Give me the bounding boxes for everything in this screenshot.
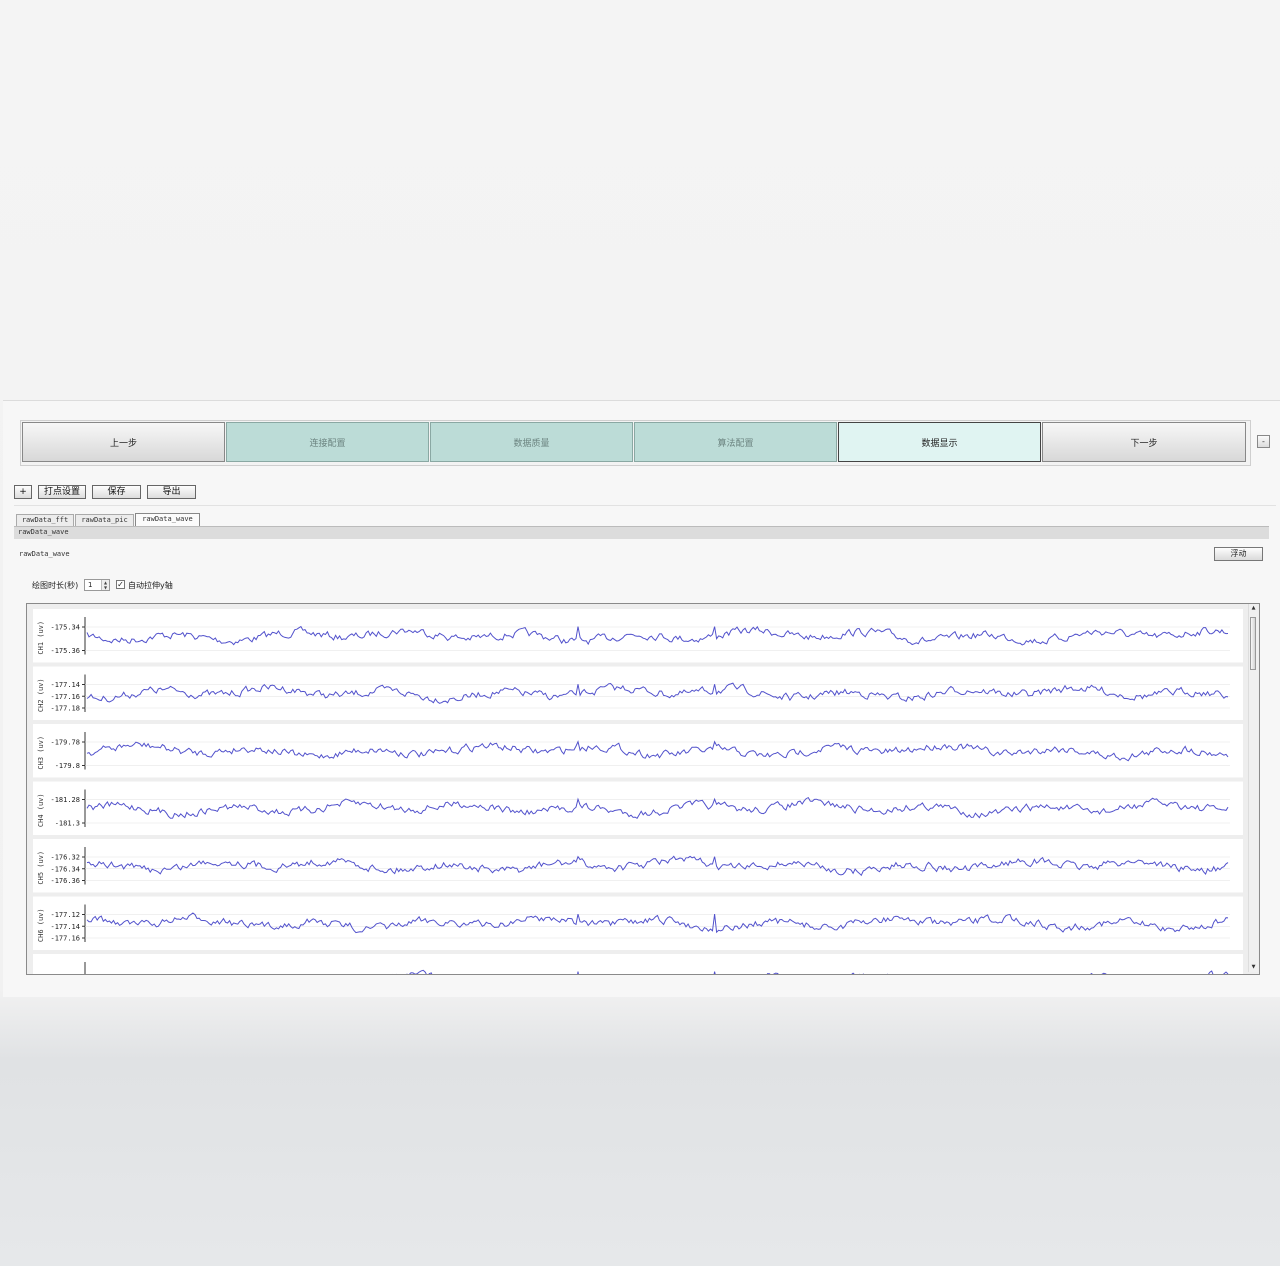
wave-line (86, 682, 1229, 704)
y-tick-label: -177.16 (50, 693, 80, 701)
plot-scrollbar[interactable]: ▲ ▼ (1248, 604, 1258, 972)
plot-background (33, 954, 1243, 974)
step-algorithm-config[interactable]: 算法配置 (634, 422, 837, 462)
tab-rawdata-fft[interactable]: rawData_fft (16, 514, 74, 526)
dock-title: rawData_wave (18, 528, 69, 536)
duration-value: 1 (88, 581, 93, 589)
wave-line (86, 625, 1229, 646)
wave-line (86, 796, 1229, 819)
wave-line (86, 855, 1229, 877)
auto-y-checkbox[interactable]: ✓ (116, 580, 125, 589)
channel-plot: CH3 (uv) -179.78 -179.8 (33, 724, 1243, 778)
channel-axis-label: CH4 (uv) (37, 793, 45, 827)
collapse-button[interactable]: - (1257, 435, 1270, 448)
spin-arrows-icon[interactable]: ▲ ▼ (101, 580, 109, 590)
next-step-button[interactable]: 下一步 (1042, 422, 1246, 462)
y-tick-label: -175.34 (50, 624, 80, 632)
export-button[interactable]: 导出 (147, 485, 196, 499)
auto-y-label: 自动拉伸y轴 (128, 581, 173, 590)
float-button[interactable]: 浮动 (1214, 547, 1263, 561)
channel-plot: CH4 (uv) -181.28 -181.3 (33, 781, 1243, 835)
plot-background (33, 839, 1243, 893)
channel-plot: CH2 (uv) -177.14 -177.16 -177.18 (33, 666, 1243, 720)
channel-axis-label: CH6 (uv) (37, 908, 45, 942)
y-tick-label: -181.28 (50, 796, 80, 804)
channel-plot: CH1 (uv) -175.34 -175.36 (33, 609, 1243, 663)
y-tick-label: -177.12 (50, 911, 80, 919)
wave-line (86, 740, 1229, 762)
save-button[interactable]: 保存 (92, 485, 141, 499)
scroll-up-icon[interactable]: ▲ (1251, 605, 1256, 611)
channel-plot: CH5 (uv) -176.32 -176.34 -176.36 (33, 839, 1243, 893)
marker-settings-button[interactable]: 打点设置 (38, 485, 86, 499)
panel-title: rawData_wave (19, 550, 70, 558)
wave-line (86, 912, 1229, 934)
toolbar-divider (14, 505, 1276, 506)
app-window: 上一步 连接配置 数据质量 算法配置 数据显示 下一步 - + 打点设置 保存 … (3, 400, 1280, 997)
channel-axis-label: CH2 (uv) (37, 678, 45, 712)
add-button[interactable]: + (14, 485, 32, 499)
scroll-down-icon[interactable]: ▼ (1251, 964, 1256, 970)
y-tick-label: -177.14 (50, 681, 80, 689)
wave-plot-area: CH1 (uv) -175.34 -175.36 CH2 (uv) -177.14 -17… (26, 603, 1260, 975)
y-tick-label: -177.18 (50, 705, 80, 713)
step-data-display[interactable]: 数据显示 (838, 422, 1041, 462)
channel-plot: (uv) (33, 954, 1243, 974)
y-tick-label: -177.14 (50, 923, 80, 931)
plot-background (33, 781, 1243, 835)
scroll-thumb[interactable] (1250, 617, 1256, 670)
y-tick-label: -179.8 (55, 762, 80, 770)
y-tick-label: -181.3 (55, 820, 80, 828)
wave-chart: CH1 (uv) -175.34 -175.36 CH2 (uv) -177.14 -17… (33, 609, 1243, 974)
channel-axis-label: CH5 (uv) (37, 851, 45, 885)
step-connection-config[interactable]: 连接配置 (226, 422, 429, 462)
y-tick-label: -176.36 (50, 877, 80, 885)
prev-step-button[interactable]: 上一步 (22, 422, 225, 462)
duration-label: 绘图时长(秒) (32, 581, 79, 590)
dock-title-strip: rawData_wave (14, 526, 1269, 539)
tab-rawdata-wave[interactable]: rawData_wave (135, 513, 200, 527)
y-tick-label: -176.34 (50, 865, 80, 873)
y-tick-label: -176.32 (50, 854, 80, 862)
channel-plot: CH6 (uv) -177.12 -177.14 -177.16 (33, 896, 1243, 950)
y-tick-label: -175.36 (50, 647, 80, 655)
channel-axis-label: CH3 (uv) (37, 736, 45, 770)
channel-axis-label: CH1 (uv) (37, 621, 45, 655)
tab-rawdata-pic[interactable]: rawData_pic (75, 514, 134, 526)
y-tick-label: -177.16 (50, 935, 80, 943)
duration-spinbox[interactable]: 1 ▲ ▼ (84, 579, 110, 591)
y-tick-label: -179.78 (50, 739, 80, 747)
step-bar: 上一步 连接配置 数据质量 算法配置 数据显示 下一步 (20, 420, 1251, 466)
step-data-quality[interactable]: 数据质量 (430, 422, 633, 462)
